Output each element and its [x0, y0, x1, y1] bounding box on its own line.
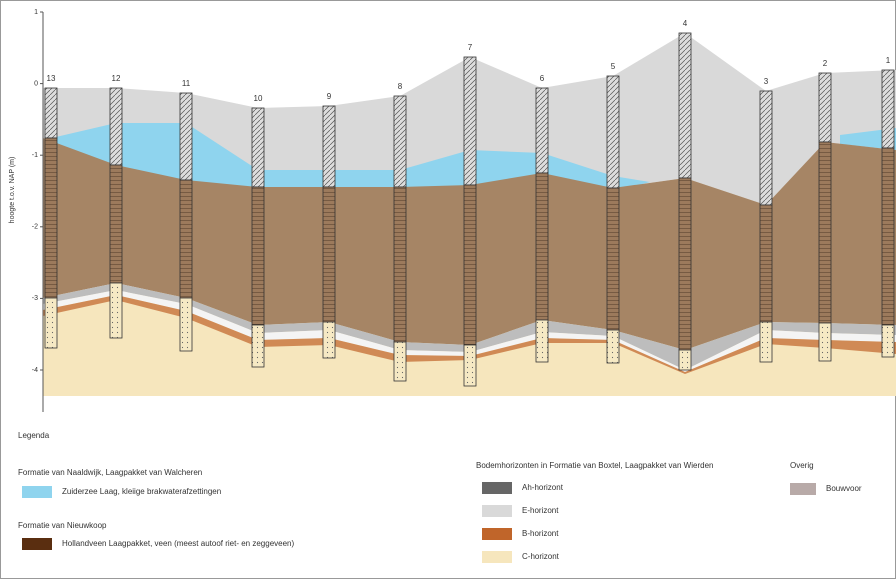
tick-label: -4 — [32, 367, 38, 374]
column-upper — [463, 56, 477, 186]
column-lower — [881, 324, 895, 358]
swatch — [482, 551, 512, 563]
column-lower — [759, 321, 773, 363]
column-peat — [44, 137, 58, 299]
borehole-label: 4 — [683, 19, 688, 28]
column-peat — [393, 186, 407, 343]
legend-group: Formatie van Nieuwkoop — [18, 521, 107, 530]
column-peat — [535, 172, 549, 321]
column-peat — [759, 204, 773, 323]
borehole-label: 3 — [764, 77, 769, 86]
column-upper — [393, 95, 407, 188]
legend-group: Bodemhorizonten in Formatie van Boxtel, … — [476, 461, 713, 470]
column-lower — [44, 297, 58, 349]
legend-group: Overig — [790, 461, 814, 470]
column-upper — [251, 107, 265, 188]
tick-label: -2 — [32, 224, 38, 231]
borehole-label: 5 — [611, 62, 616, 71]
column-upper — [678, 32, 692, 179]
legend-item: Bouwvoor — [826, 484, 862, 493]
column-peat — [251, 186, 265, 326]
column-peat — [818, 141, 832, 324]
column-lower — [322, 321, 336, 359]
column-upper — [535, 87, 549, 174]
boreholes: 13 12 11 10 9 8 7 6 5 4 3 2 1 — [44, 19, 895, 387]
column-upper — [44, 87, 58, 139]
legend-group: Formatie van Naaldwijk, Laagpakket van W… — [18, 468, 202, 477]
borehole-label: 7 — [468, 43, 473, 52]
column-upper — [759, 90, 773, 206]
column-lower — [818, 322, 832, 362]
column-lower — [393, 341, 407, 382]
legend-item: B-horizont — [522, 529, 559, 538]
legend-item: E-horizont — [522, 506, 559, 515]
borehole-label: 8 — [398, 82, 403, 91]
tick-label: -1 — [32, 152, 38, 159]
swatch — [482, 482, 512, 494]
column-peat — [179, 179, 193, 299]
borehole-label: 13 — [47, 74, 56, 83]
column-peat — [606, 187, 620, 331]
column-lower — [463, 344, 477, 387]
legend-item: Zuiderzee Laag, kleiige brakwaterafzetti… — [62, 487, 221, 496]
borehole-label: 1 — [886, 56, 891, 65]
column-lower — [678, 349, 692, 371]
borehole-label: 2 — [823, 59, 828, 68]
column-upper — [881, 69, 895, 149]
column-upper — [818, 72, 832, 143]
borehole-label: 10 — [254, 94, 263, 103]
column-peat — [881, 147, 895, 326]
column-upper — [179, 92, 193, 181]
zuiderzee-layer — [43, 123, 650, 192]
column-lower — [109, 282, 123, 339]
y-ticks: 1 0 -1 -2 -3 -4 — [32, 9, 43, 374]
column-upper — [606, 75, 620, 189]
legend-item: Ah-horizont — [522, 483, 564, 492]
tick-label: 1 — [34, 9, 38, 16]
borehole-label: 9 — [327, 92, 332, 101]
column-upper — [322, 105, 336, 188]
tick-label: -3 — [32, 295, 38, 302]
swatch — [22, 538, 52, 550]
swatch — [482, 505, 512, 517]
ah-horizon — [43, 283, 896, 370]
legend-item: Hollandveen Laagpakket, veen (meest auto… — [62, 539, 294, 548]
axis-label: hoogte t.o.v. NAP (m) — [9, 157, 16, 224]
borehole-label: 12 — [112, 74, 121, 83]
column-upper — [109, 87, 123, 166]
legend-item: C-horizont — [522, 552, 560, 561]
column-lower — [535, 319, 549, 363]
column-lower — [179, 297, 193, 352]
swatch — [22, 486, 52, 498]
borehole-label: 6 — [540, 74, 545, 83]
column-peat — [463, 184, 477, 346]
column-peat — [109, 164, 123, 284]
borehole-label: 11 — [182, 79, 191, 88]
column-lower — [251, 324, 265, 368]
swatch — [482, 528, 512, 540]
column-lower — [606, 329, 620, 364]
tick-label: 0 — [34, 80, 38, 87]
column-peat — [678, 177, 692, 351]
column-peat — [322, 186, 336, 323]
swatch — [790, 483, 816, 495]
legend-title: Legenda — [18, 431, 50, 440]
